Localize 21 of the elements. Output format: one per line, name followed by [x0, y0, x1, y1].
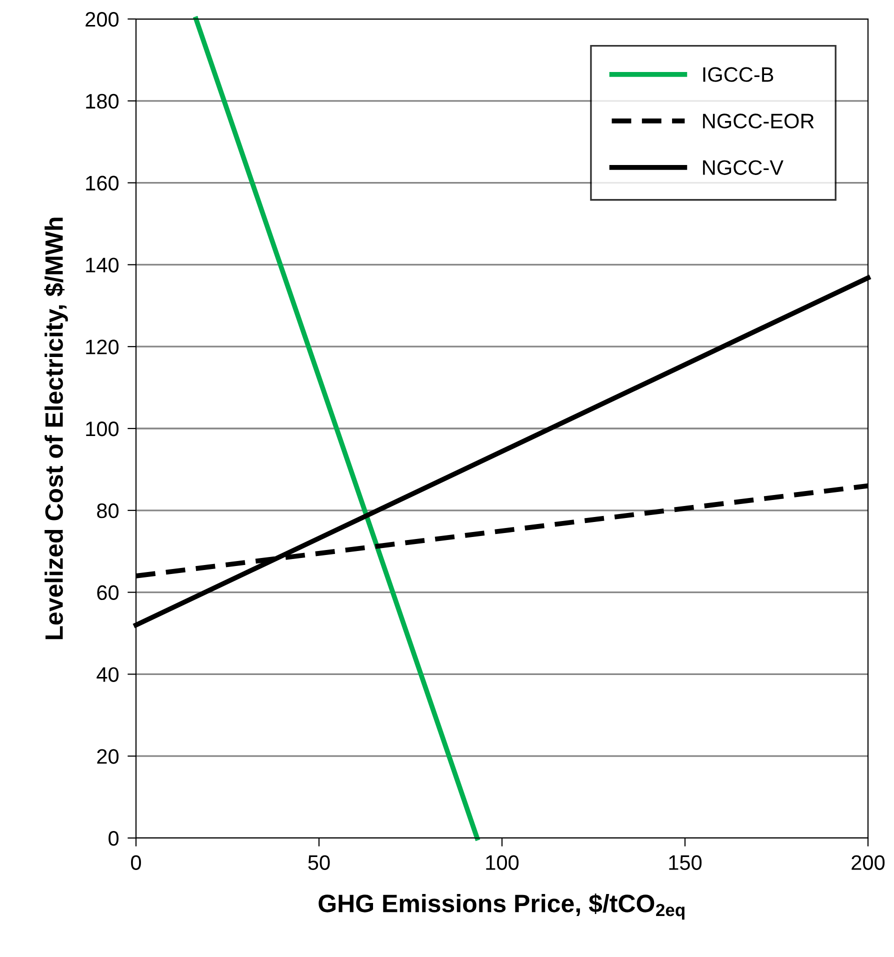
- x-tick-label: 50: [308, 855, 330, 870]
- y-tick-label: 180: [86, 94, 119, 109]
- y-tick-label: 200: [86, 12, 119, 27]
- y-tick-label: 100: [86, 422, 119, 436]
- y-tick-label: 80: [97, 503, 119, 518]
- legend-label: IGCC-B: [703, 67, 774, 82]
- y-tick-label: 60: [97, 585, 119, 600]
- y-tick-label: 20: [97, 749, 119, 764]
- x-axis-title: GHG Emissions Price, $/tCO$_{2eq}$: [318, 894, 684, 920]
- legend-label: NGCC-V: [703, 160, 784, 175]
- x-tick-label: 0: [131, 855, 141, 870]
- x-tick-label: 150: [669, 855, 702, 870]
- x-tick-label: 100: [486, 855, 519, 870]
- x-tick-label: 200: [852, 855, 885, 870]
- y-tick-label: 120: [86, 340, 119, 354]
- y-tick-label: 0: [108, 831, 119, 846]
- y-tick-label: 140: [86, 258, 119, 272]
- y-tick-label: 40: [96, 667, 119, 682]
- y-axis-title: Levelized Cost of Electricity, $/MWh: [44, 218, 68, 640]
- y-tick-label: 160: [86, 176, 119, 191]
- legend-label: NGCC-EOR: [703, 114, 814, 128]
